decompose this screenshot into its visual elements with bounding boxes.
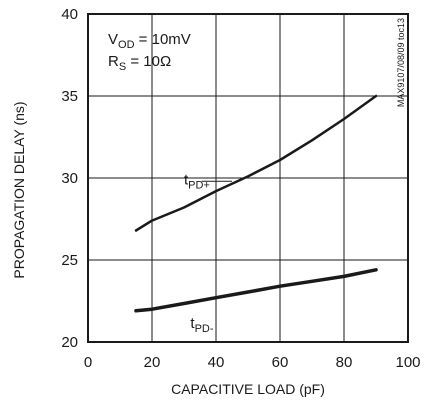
- condition-rs-main: R: [108, 53, 119, 70]
- grid: [88, 14, 408, 342]
- series-labels: tPD+ tPD-: [184, 172, 232, 335]
- condition-vod-sub: OD: [118, 39, 135, 51]
- x-tick-label: 40: [208, 354, 225, 371]
- x-tick-label: 20: [144, 354, 161, 371]
- figure-code: MAX9107/08/09 toc13: [396, 18, 406, 107]
- series-layer: [134, 94, 378, 313]
- condition-rs-rest: = 10Ω: [126, 53, 171, 70]
- y-tick-label: 30: [61, 170, 78, 187]
- series-line-tpd-plus: [134, 94, 378, 232]
- y-tick-label: 20: [61, 334, 78, 351]
- tick-labels: 0 20 40 60 80 100 20 25 30 35 40: [61, 6, 420, 371]
- x-tick-label: 80: [336, 354, 353, 371]
- x-tick-label: 100: [395, 354, 420, 371]
- y-tick-label: 40: [61, 6, 78, 23]
- y-tick-label: 25: [61, 252, 78, 269]
- condition-rs-sub: S: [119, 61, 126, 73]
- condition-rs: RS = 10Ω: [108, 53, 171, 73]
- x-axis-label: CAPACITIVE LOAD (pF): [171, 381, 325, 397]
- x-tick-label: 60: [272, 354, 289, 371]
- series-label-tpd-plus: tPD+: [184, 172, 210, 192]
- series-label-tpd-minus: tPD-: [190, 315, 213, 335]
- y-axis-label: PROPAGATION DELAY (ns): [11, 101, 27, 278]
- y-tick-label: 35: [61, 88, 78, 105]
- condition-vod-rest: = 10mV: [135, 31, 191, 48]
- condition-vod: VOD = 10mV: [108, 31, 191, 51]
- x-tick-label: 0: [84, 354, 92, 371]
- plot-frame: [87, 13, 409, 343]
- series-line-tpd-minus: [134, 268, 378, 313]
- condition-vod-main: V: [108, 31, 118, 48]
